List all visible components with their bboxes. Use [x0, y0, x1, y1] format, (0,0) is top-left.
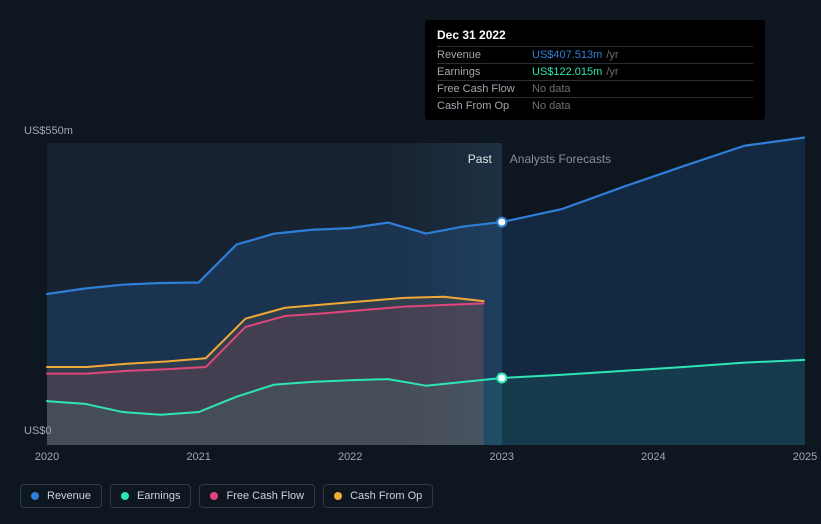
chart-legend: Revenue Earnings Free Cash Flow Cash From O…: [20, 484, 433, 508]
legend-dot: [334, 492, 342, 500]
legend-dot: [210, 492, 218, 500]
legend-dot: [31, 492, 39, 500]
tooltip-row-value: No data: [532, 100, 571, 112]
legend-item-free-cash-flow[interactable]: Free Cash Flow: [199, 484, 315, 508]
tooltip-row-label: Free Cash Flow: [437, 83, 532, 95]
legend-item-cash-from-op[interactable]: Cash From Op: [323, 484, 433, 508]
y-axis-label-top: US$550m: [24, 125, 73, 137]
tooltip-row: Free Cash FlowNo data: [437, 80, 753, 97]
legend-item-earnings[interactable]: Earnings: [110, 484, 191, 508]
section-label-past: Past: [468, 152, 492, 166]
x-axis-label: 2024: [641, 451, 665, 463]
tooltip-title: Dec 31 2022: [437, 28, 753, 42]
legend-label: Free Cash Flow: [226, 490, 304, 502]
financials-chart: US$550m US$0 Past Analysts Forecasts 202…: [18, 0, 805, 524]
x-axis-label: 2022: [338, 451, 362, 463]
x-axis-label: 2023: [490, 451, 514, 463]
x-axis-label: 2020: [35, 451, 59, 463]
y-axis-label-bottom: US$0: [24, 425, 52, 437]
tooltip-row-suffix: /yr: [606, 49, 618, 61]
tooltip-row-suffix: /yr: [606, 66, 618, 78]
tooltip-rows: RevenueUS$407.513m/yrEarningsUS$122.015m…: [437, 46, 753, 114]
legend-label: Revenue: [47, 490, 91, 502]
tooltip-row: RevenueUS$407.513m/yr: [437, 46, 753, 63]
legend-item-revenue[interactable]: Revenue: [20, 484, 102, 508]
tooltip-row-value: US$122.015m: [532, 66, 602, 78]
legend-label: Cash From Op: [350, 490, 422, 502]
legend-dot: [121, 492, 129, 500]
tooltip-row: Cash From OpNo data: [437, 97, 753, 114]
tooltip-row-value: No data: [532, 83, 571, 95]
tooltip-row-label: Earnings: [437, 66, 532, 78]
tooltip-row-label: Cash From Op: [437, 100, 532, 112]
section-label-forecast: Analysts Forecasts: [510, 152, 611, 166]
legend-label: Earnings: [137, 490, 180, 502]
tooltip-row: EarningsUS$122.015m/yr: [437, 63, 753, 80]
tooltip-row-value: US$407.513m: [532, 49, 602, 61]
chart-tooltip: Dec 31 2022 RevenueUS$407.513m/yrEarning…: [425, 20, 765, 120]
x-axis-label: 2021: [186, 451, 210, 463]
tooltip-row-label: Revenue: [437, 49, 532, 61]
x-axis-label: 2025: [793, 451, 817, 463]
